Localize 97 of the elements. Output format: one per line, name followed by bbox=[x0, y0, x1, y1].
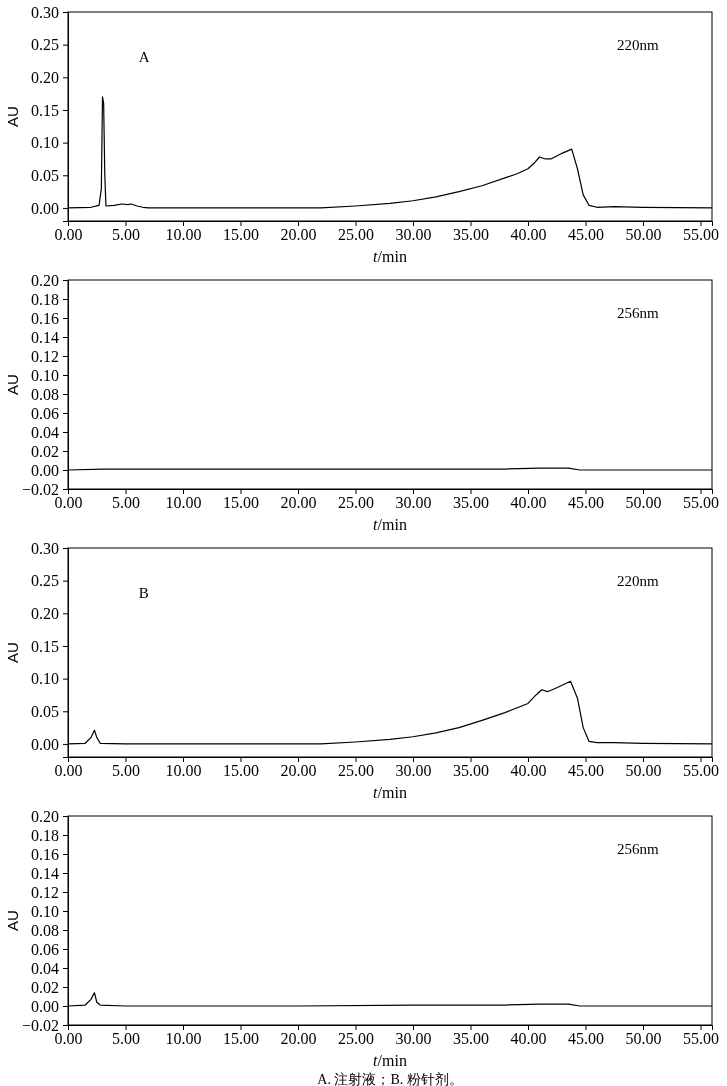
x-tick-label: 35.00 bbox=[453, 494, 489, 512]
text: 220nm bbox=[617, 37, 659, 53]
y-tick-label: 0.10 bbox=[31, 366, 59, 384]
y-tick-label: 0.20 bbox=[31, 807, 59, 825]
y-tick-label: 0.02 bbox=[31, 978, 59, 996]
x-axis-title: t/min bbox=[373, 1052, 407, 1069]
y-tick-label: 0.25 bbox=[31, 572, 59, 590]
y-tick-label: 0.16 bbox=[31, 845, 59, 863]
x-tick-label: 35.00 bbox=[453, 762, 489, 780]
x-tick-label: 25.00 bbox=[338, 1030, 374, 1048]
y-axis-title: AU bbox=[4, 374, 21, 395]
y-axis-title: AU bbox=[4, 910, 21, 931]
x-tick-label: 45.00 bbox=[568, 494, 604, 512]
x-axis-title: t/min bbox=[373, 248, 407, 265]
x-tick-label: 45.00 bbox=[568, 762, 604, 780]
y-tick-label: 0.15 bbox=[31, 637, 59, 655]
x-tick-label: 10.00 bbox=[165, 762, 202, 780]
y-tick-label: 0.25 bbox=[31, 36, 59, 54]
y-tick-label: 0.18 bbox=[31, 290, 59, 308]
x-tick-label: 25.00 bbox=[338, 762, 374, 780]
x-tick-label: 5.00 bbox=[112, 226, 140, 244]
y-tick-label: 0.20 bbox=[31, 68, 59, 86]
x-tick-label: 5.00 bbox=[112, 494, 140, 512]
y-tick-label: 0.10 bbox=[31, 902, 59, 920]
y-tick-label: 0.04 bbox=[31, 423, 59, 441]
x-tick-label: 30.00 bbox=[395, 762, 432, 780]
y-tick-label: 0.08 bbox=[31, 385, 59, 403]
text: A. 注射液；B. 粉针剂。 bbox=[317, 1072, 463, 1086]
x-axis-title: t/min bbox=[373, 784, 407, 801]
x-tick-label: 10.00 bbox=[165, 226, 202, 244]
x-tick-label: 55.00 bbox=[683, 1030, 719, 1048]
y-tick-label: 0.05 bbox=[31, 166, 59, 184]
y-tick-label: 0.16 bbox=[31, 309, 59, 327]
x-tick-label: 20.00 bbox=[280, 494, 317, 512]
y-tick-label: 0.04 bbox=[31, 959, 59, 977]
x-tick-label: 55.00 bbox=[683, 226, 719, 244]
x-tick-label: 25.00 bbox=[338, 226, 374, 244]
x-tick-label: 30.00 bbox=[395, 494, 432, 512]
x-tick-label: 5.00 bbox=[112, 762, 140, 780]
x-tick-label: 10.00 bbox=[165, 1030, 202, 1048]
y-tick-label: 0.00 bbox=[31, 735, 59, 753]
x-tick-label: 10.00 bbox=[165, 494, 202, 512]
x-tick-label: 15.00 bbox=[223, 226, 259, 244]
text: 256nm bbox=[617, 305, 659, 321]
y-tick-label: 0.06 bbox=[31, 940, 59, 958]
y-tick-label: 0.10 bbox=[31, 134, 59, 152]
y-tick-label: 0.30 bbox=[31, 539, 59, 557]
y-tick-label: 0.06 bbox=[31, 404, 59, 422]
x-tick-label: 30.00 bbox=[395, 1030, 432, 1048]
y-tick-label: 0.14 bbox=[31, 328, 59, 346]
x-tick-label: 40.00 bbox=[510, 226, 547, 244]
x-tick-label: 45.00 bbox=[568, 226, 604, 244]
y-tick-label: 0.30 bbox=[31, 3, 59, 21]
y-tick-label: 0.18 bbox=[31, 826, 59, 844]
x-tick-label: 20.00 bbox=[280, 1030, 317, 1048]
x-tick-label: 50.00 bbox=[625, 226, 662, 244]
x-tick-label: 0.00 bbox=[54, 762, 83, 780]
x-tick-label: 45.00 bbox=[568, 1030, 604, 1048]
x-tick-label: 15.00 bbox=[223, 1030, 259, 1048]
y-tick-label: 0.00 bbox=[31, 199, 59, 217]
y-tick-label: 0.10 bbox=[31, 670, 59, 688]
y-tick-label: 0.00 bbox=[31, 461, 59, 479]
y-tick-label: 0.05 bbox=[31, 702, 59, 720]
x-tick-label: 55.00 bbox=[683, 494, 719, 512]
y-tick-label: 0.14 bbox=[31, 864, 59, 882]
y-tick-label: 0.08 bbox=[31, 921, 59, 939]
text: 220nm bbox=[617, 573, 659, 589]
y-tick-label: 0.15 bbox=[31, 101, 59, 119]
text: 256nm bbox=[617, 841, 659, 857]
x-tick-label: 50.00 bbox=[625, 494, 662, 512]
x-axis-title: t/min bbox=[373, 516, 407, 533]
y-tick-label: 0.12 bbox=[31, 347, 59, 365]
y-axis-title: AU bbox=[4, 642, 21, 663]
x-tick-label: 15.00 bbox=[223, 494, 259, 512]
y-tick-label: 0.12 bbox=[31, 883, 59, 901]
x-tick-label: 20.00 bbox=[280, 226, 317, 244]
y-axis-title: AU bbox=[4, 106, 21, 127]
x-tick-label: 55.00 bbox=[683, 762, 719, 780]
y-tick-label: 0.02 bbox=[31, 442, 59, 460]
x-tick-label: 5.00 bbox=[112, 1030, 140, 1048]
text: B bbox=[138, 585, 149, 601]
x-tick-label: 0.00 bbox=[54, 226, 83, 244]
y-tick-label: 0.20 bbox=[31, 604, 59, 622]
x-tick-label: 40.00 bbox=[510, 1030, 547, 1048]
x-tick-label: 20.00 bbox=[280, 762, 317, 780]
x-tick-label: 35.00 bbox=[453, 1030, 489, 1048]
text: A bbox=[138, 49, 150, 65]
x-tick-label: 50.00 bbox=[625, 762, 662, 780]
x-tick-label: 30.00 bbox=[395, 226, 432, 244]
x-tick-label: 35.00 bbox=[453, 226, 489, 244]
x-tick-label: 40.00 bbox=[510, 494, 547, 512]
x-tick-label: 15.00 bbox=[223, 762, 259, 780]
x-tick-label: 40.00 bbox=[510, 762, 547, 780]
x-tick-label: 50.00 bbox=[625, 1030, 662, 1048]
y-tick-label: 0.20 bbox=[31, 271, 59, 289]
x-tick-label: 25.00 bbox=[338, 494, 374, 512]
y-tick-label: 0.00 bbox=[31, 997, 59, 1015]
